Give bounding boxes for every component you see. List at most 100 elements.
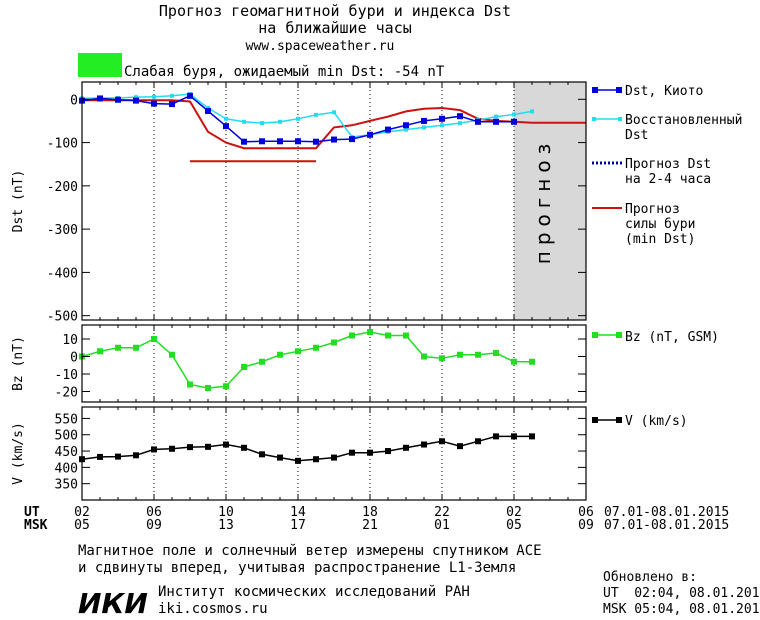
dst-kyoto-point — [349, 136, 355, 143]
v-point — [421, 441, 427, 448]
bz-point — [313, 344, 319, 351]
v-point — [133, 452, 139, 459]
v-point — [169, 445, 175, 452]
bz-point — [457, 351, 463, 358]
legend-kyoto-label: Dst, Киото — [625, 84, 703, 99]
bz-point — [151, 336, 157, 342]
bz-point — [133, 344, 139, 351]
institute-name: Институт космических исследований РАН — [158, 584, 470, 600]
dst-restored-point — [314, 112, 318, 117]
dst-restored-line — [81, 93, 533, 138]
bz-point — [223, 383, 229, 390]
v-point — [511, 433, 517, 440]
msk-tick-label: 09 — [578, 518, 594, 533]
ut-tick-label: 18 — [362, 505, 378, 520]
bz-point — [259, 358, 265, 365]
legend-item-storm: Прогноз силы бури (min Dst) — [592, 202, 695, 247]
bz-point — [205, 385, 211, 391]
bz-point — [295, 348, 301, 355]
y-tick-label: 400 — [55, 461, 78, 476]
msk-tick-label: 17 — [290, 518, 306, 533]
dst-kyoto-point — [439, 115, 445, 122]
bz-point — [493, 350, 499, 356]
msk-axis-label: MSK — [24, 518, 48, 533]
msk-date-range: 07.01-08.01.2015 — [604, 518, 729, 533]
v-point — [97, 453, 103, 460]
legend-forecast-label-2: на 2-4 часа — [625, 172, 711, 187]
legend-restored-label-2: Dst — [625, 128, 648, 143]
legend-item-kyoto: Dst, Киото — [592, 84, 703, 99]
bz-point — [367, 329, 373, 335]
dst-kyoto-point — [403, 122, 409, 129]
ut-tick-label: 14 — [290, 505, 306, 520]
dst-axis-label: Dst (nT) — [11, 170, 26, 233]
dst-restored-point — [260, 121, 264, 126]
updated-label: Обновлено в: — [603, 570, 697, 585]
dst-restored-point — [458, 121, 462, 126]
dst-kyoto-point — [475, 118, 481, 125]
bz-panel: 10 0 -10 -20 Bz (nT) — [11, 324, 587, 403]
dst-restored-point — [440, 123, 444, 128]
dst-kyoto-point — [151, 100, 157, 107]
bz-point — [97, 348, 103, 355]
chart-subtitle: на ближайшие часы — [258, 19, 412, 37]
v-point — [349, 449, 355, 456]
legend-bz-label: Bz (nT, GSM) — [625, 330, 719, 345]
legend-storm-label-2: силы бури — [625, 217, 695, 232]
v-point — [277, 454, 283, 461]
bz-point — [349, 332, 355, 339]
y-tick-label: -10 — [55, 368, 78, 383]
v-point — [241, 444, 247, 451]
bz-point — [277, 351, 283, 358]
dst-kyoto-point — [295, 138, 301, 145]
bz-point — [511, 358, 517, 365]
msk-tick-label: 05 — [74, 518, 90, 533]
ut-tick-label: 06 — [146, 505, 162, 520]
chart-title: Прогноз геомагнитной бури и индекса Dst — [159, 2, 511, 20]
dst-restored-point — [332, 110, 336, 115]
v-point — [313, 456, 319, 463]
dst-kyoto-point — [259, 138, 265, 145]
v-line — [81, 435, 532, 462]
y-tick-label: -20 — [55, 386, 78, 401]
y-tick-label: -500 — [47, 310, 78, 325]
msk-tick-label: 01 — [434, 518, 450, 533]
dst-restored-point — [512, 112, 516, 117]
bz-point — [421, 353, 427, 360]
dst-restored-point — [224, 116, 228, 121]
dst-restored-point — [152, 94, 156, 99]
bz-point — [187, 381, 193, 388]
dst-kyoto-point — [97, 95, 103, 102]
legend-item-bz: Bz (nT, GSM) — [592, 330, 719, 345]
dst-kyoto-point — [115, 96, 121, 103]
bz-point — [403, 332, 409, 339]
dst-frame — [81, 81, 587, 321]
dst-restored-point — [170, 93, 174, 98]
bz-line — [81, 331, 532, 389]
dst-kyoto-point — [187, 92, 193, 99]
legend: Dst, Киото Восстановленный Dst Прогноз D… — [592, 84, 742, 429]
v-point — [439, 438, 445, 445]
ut-tick-label: 06 — [578, 505, 594, 520]
dst-restored-point — [404, 127, 408, 132]
legend-item-forecast: Прогноз Dst на 2-4 часа — [592, 157, 711, 187]
dst-kyoto-point — [331, 136, 337, 143]
y-tick-label: 450 — [55, 445, 78, 460]
v-point — [457, 443, 463, 450]
y-tick-label: 0 — [70, 93, 78, 108]
v-point — [385, 448, 391, 455]
v-point — [205, 443, 211, 450]
bz-point — [475, 351, 481, 358]
legend-v-label: V (km/s) — [625, 414, 688, 429]
v-point — [295, 457, 301, 464]
dst-panel: прогноз 0 -100 -200 -300 -400 -500 Dst (nT) — [11, 81, 587, 325]
footer-note-1: Магнитное поле и солнечный ветер измерен… — [78, 543, 542, 559]
dst-restored-point — [278, 119, 282, 124]
dst-kyoto-point — [457, 113, 463, 120]
v-point — [331, 454, 337, 461]
msk-tick-label: 09 — [146, 518, 162, 533]
legend-item-v: V (km/s) — [592, 414, 688, 429]
storm-level-label: Слабая буря, ожидаемый min Dst: -54 nT — [124, 64, 445, 80]
site-url: www.spaceweather.ru — [246, 39, 395, 54]
